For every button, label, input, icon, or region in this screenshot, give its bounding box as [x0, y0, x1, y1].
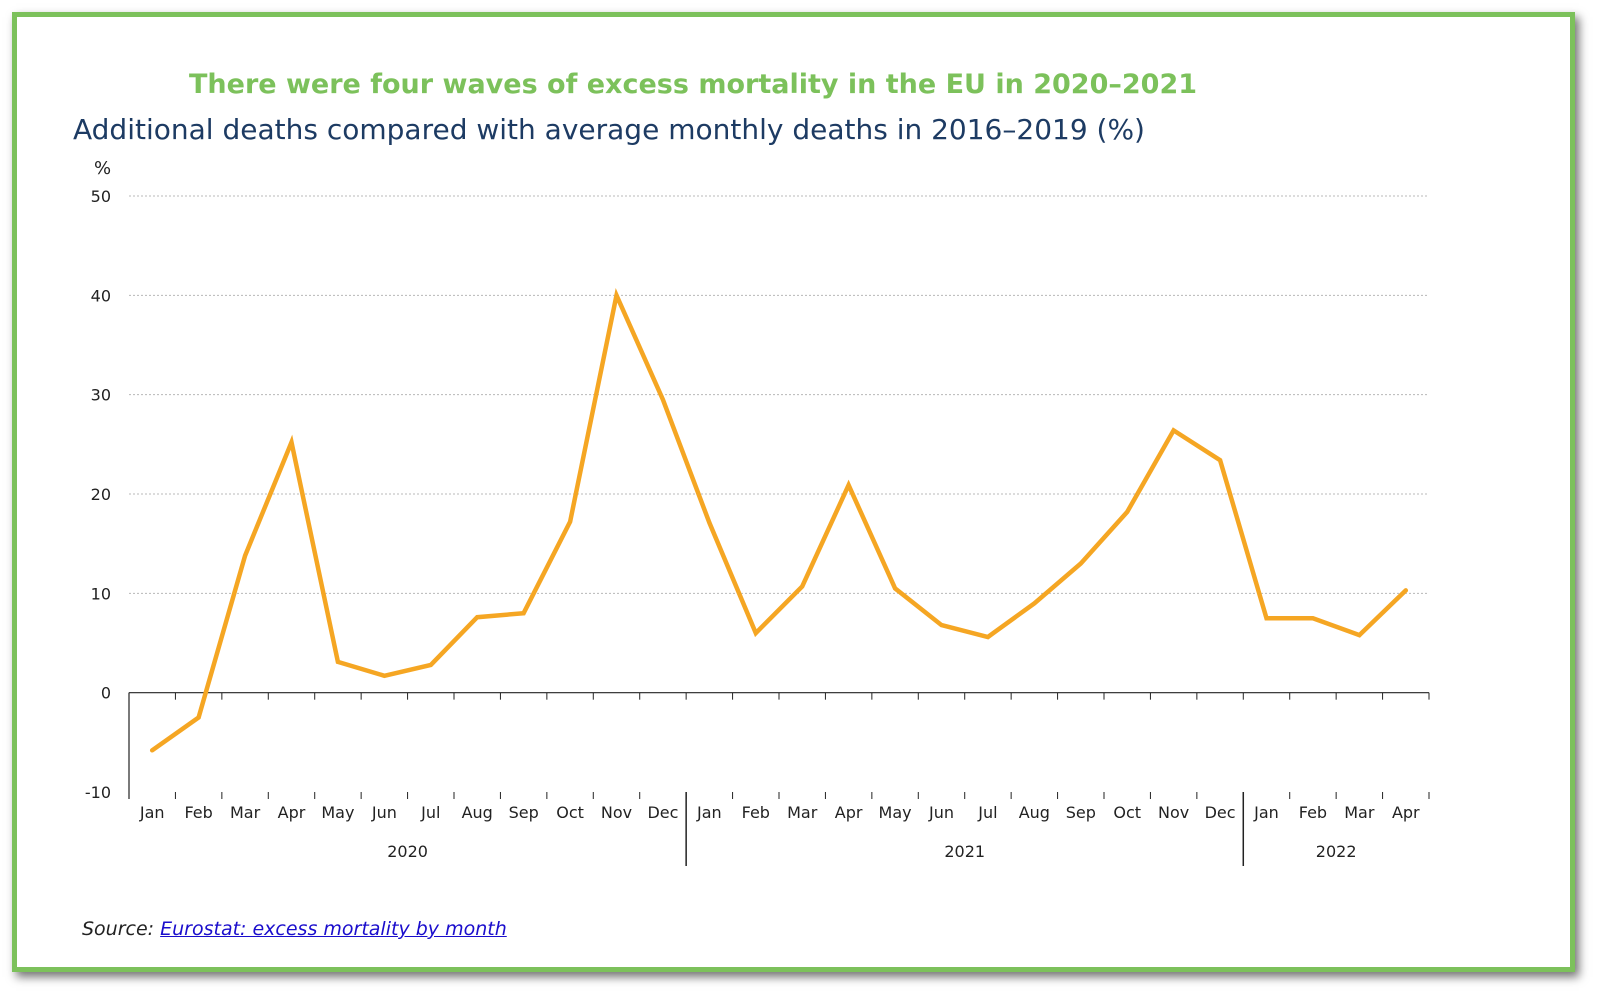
x-tick-label: Apr — [835, 803, 863, 822]
x-tick-label: Jan — [696, 803, 722, 822]
x-tick-label: Nov — [1158, 803, 1189, 822]
x-tick-label: Feb — [184, 803, 212, 822]
x-tick-label: Nov — [601, 803, 632, 822]
year-label: 2022 — [1316, 842, 1357, 861]
x-tick-label: Jan — [139, 803, 165, 822]
y-tick-label: 10 — [91, 584, 111, 603]
source-label: Source: — [82, 918, 155, 940]
x-tick-label: Apr — [1392, 803, 1420, 822]
x-tick-label: Oct — [556, 803, 584, 822]
x-tick-label: Feb — [742, 803, 770, 822]
x-tick-label: May — [879, 803, 912, 822]
x-tick-label: Jan — [1253, 803, 1279, 822]
y-tick-label: 0 — [101, 684, 111, 703]
x-tick-label: May — [321, 803, 354, 822]
y-tick-label: 20 — [91, 485, 111, 504]
x-tick-label: Mar — [1344, 803, 1375, 822]
chart-title: There were four waves of excess mortalit… — [189, 69, 1198, 100]
x-tick-label: Aug — [1019, 803, 1050, 822]
x-tick-label: Aug — [462, 803, 493, 822]
x-tick-label: Sep — [509, 803, 539, 822]
x-tick-label: Feb — [1299, 803, 1327, 822]
y-tick-label: -10 — [85, 783, 111, 802]
excess-mortality-line — [149, 287, 1409, 753]
year-label: 2020 — [387, 842, 428, 861]
x-tick-label: Sep — [1066, 803, 1096, 822]
x-tick-label: Mar — [787, 803, 818, 822]
x-tick-label: Jun — [371, 803, 397, 822]
x-tick-label: Dec — [1205, 803, 1236, 822]
x-tick-label: Jul — [977, 803, 997, 822]
y-tick-label: 30 — [91, 386, 111, 405]
chart-subtitle: Additional deaths compared with average … — [73, 113, 1145, 146]
x-tick-label: Jun — [928, 803, 954, 822]
x-tick-label: Apr — [278, 803, 306, 822]
source-link[interactable]: Eurostat: excess mortality by month — [160, 918, 507, 940]
year-label: 2021 — [944, 842, 985, 861]
x-tick-label: Oct — [1113, 803, 1141, 822]
x-tick-label: Dec — [647, 803, 678, 822]
y-tick-label: 40 — [91, 286, 111, 305]
y-tick-label: 50 — [91, 187, 111, 206]
source-note: Source: Eurostat: excess mortality by mo… — [82, 918, 507, 940]
y-axis-unit-label: % — [94, 158, 111, 179]
x-tick-label: Jul — [420, 803, 440, 822]
x-tick-label: Mar — [230, 803, 261, 822]
